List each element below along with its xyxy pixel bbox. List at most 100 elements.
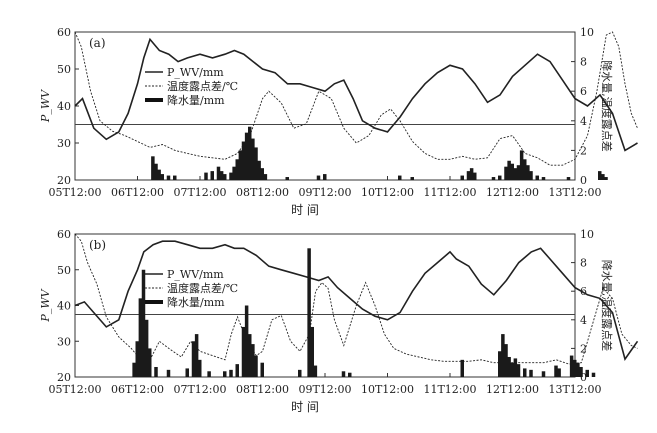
- precip-bar: [557, 368, 561, 377]
- precip-bar: [469, 168, 474, 180]
- y-right-tick-label: 6: [580, 85, 587, 98]
- x-tick-label: 07T12:00: [173, 186, 226, 199]
- precip-bar: [173, 175, 177, 180]
- precip-bar: [148, 348, 152, 377]
- precip-bar: [232, 166, 236, 180]
- precip-bar: [216, 166, 221, 180]
- y-right-tick-label: 8: [580, 56, 587, 69]
- precip-bar: [498, 351, 502, 377]
- x-tick-label: 05T12:00: [48, 383, 101, 396]
- y-left-tick-label: 60: [57, 228, 71, 241]
- precip-bar: [248, 126, 252, 180]
- precip-bar: [598, 171, 602, 180]
- y-left-tick-label: 40: [57, 300, 71, 313]
- legend-label: P_WV/mm: [167, 66, 224, 79]
- precip-bar: [513, 358, 518, 377]
- precip-bar: [510, 362, 514, 377]
- y-left-tick-label: 40: [57, 100, 71, 113]
- precip-bar: [466, 171, 471, 180]
- precip-bar: [510, 163, 514, 180]
- y-left-tick-label: 20: [57, 174, 71, 187]
- precip-bar: [235, 159, 239, 180]
- precip-bar: [516, 364, 521, 377]
- precip-bar: [135, 341, 139, 377]
- legend-label: 降水量/mm: [167, 93, 225, 107]
- precip-bar: [207, 371, 211, 377]
- precip-bar: [410, 177, 414, 180]
- y-right-tick-label: 4: [580, 115, 587, 128]
- y-left-axis-title: P_WV: [39, 288, 52, 322]
- y-right-tick-label: 10: [580, 26, 594, 39]
- precip-bar: [554, 365, 558, 377]
- y-left-tick-label: 50: [57, 264, 71, 277]
- x-tick-label: 09T12:00: [298, 186, 351, 199]
- precip-bar: [519, 150, 524, 180]
- y-right-tick-label: 0: [580, 371, 587, 384]
- precip-bar: [566, 177, 571, 180]
- precip-bar: [529, 171, 533, 180]
- precip-bar: [141, 269, 146, 377]
- precip-bar: [229, 369, 233, 377]
- precip-bar: [191, 341, 196, 377]
- precip-bar: [460, 359, 464, 377]
- precip-bar: [498, 175, 502, 180]
- precip-bar: [257, 160, 261, 180]
- precip-bar: [244, 305, 249, 377]
- x-axis-title: 时 间: [291, 203, 319, 217]
- x-axis-title: 时 间: [291, 400, 319, 414]
- x-tick-label: 11T12:00: [423, 383, 476, 396]
- precip-bar: [579, 366, 583, 377]
- y-right-tick-label: 2: [580, 342, 587, 355]
- x-tick-label: 13T12:00: [548, 186, 601, 199]
- x-tick-label: 12T12:00: [486, 186, 539, 199]
- precip-bar: [223, 371, 227, 377]
- pwv-line: [74, 240, 639, 361]
- precip-bar: [210, 171, 214, 180]
- precip-bar: [310, 326, 314, 377]
- precip-bar: [260, 362, 264, 377]
- x-tick-label: 09T12:00: [298, 383, 351, 396]
- precip-bar: [473, 172, 477, 180]
- precip-bar: [254, 147, 258, 180]
- precip-bar: [541, 371, 546, 377]
- x-tick-label: 13T12:00: [548, 383, 601, 396]
- precip-bar: [491, 177, 496, 180]
- precip-bar: [507, 356, 511, 377]
- x-tick-label: 11T12:00: [423, 186, 476, 199]
- precip-bar: [523, 159, 527, 180]
- precip-bar: [501, 334, 505, 377]
- precip-bar: [523, 368, 527, 377]
- precip-bar: [529, 369, 533, 377]
- y-right-tick-label: 0: [580, 174, 587, 187]
- precip-bar: [166, 369, 171, 377]
- precip-bar: [460, 175, 464, 180]
- precip-bar: [194, 334, 199, 377]
- precip-bar: [601, 174, 605, 180]
- x-tick-label: 06T12:00: [111, 186, 164, 199]
- precip-bar: [160, 174, 164, 180]
- precip-bar: [198, 359, 202, 377]
- precip-bar: [398, 175, 402, 180]
- precip-bar: [251, 344, 255, 377]
- precip-bar: [591, 372, 596, 377]
- y-right-tick-label: 4: [580, 314, 587, 327]
- precip-bar: [348, 372, 352, 377]
- panel-label: (b): [89, 238, 106, 252]
- precip-bar: [248, 334, 252, 377]
- precip-bar: [541, 177, 546, 180]
- precip-bar: [241, 326, 246, 377]
- legend-label: 降水量/mm: [167, 295, 225, 309]
- precip-bar: [513, 168, 518, 180]
- precip-bar: [604, 177, 608, 180]
- pwv-line: [74, 37, 638, 152]
- precip-bar: [244, 132, 249, 180]
- x-tick-label: 10T12:00: [361, 186, 414, 199]
- precip-bar: [585, 369, 589, 377]
- precip-bar: [504, 344, 508, 377]
- precip-bar: [144, 319, 149, 377]
- precip-bar: [285, 177, 289, 180]
- precip-bar: [166, 175, 171, 180]
- precip-bar: [151, 156, 155, 180]
